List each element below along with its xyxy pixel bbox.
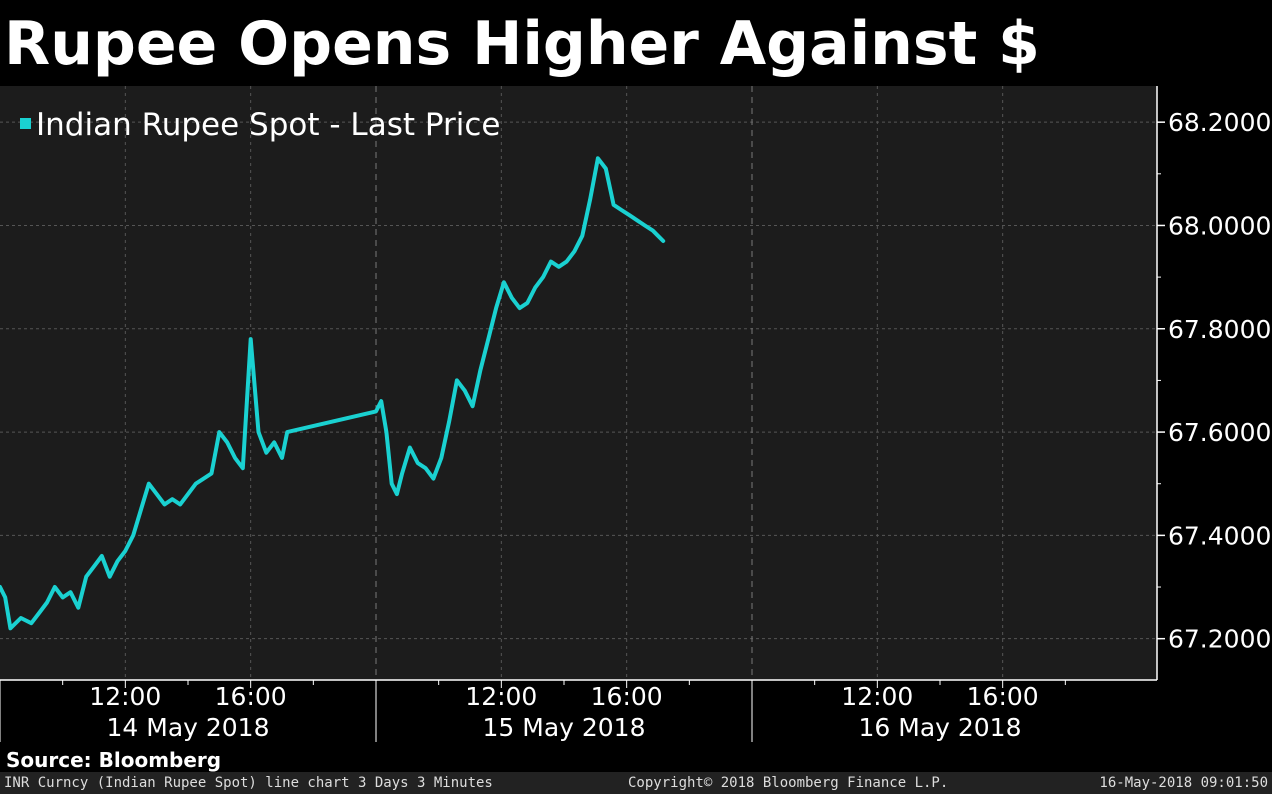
- y-tick-label: 68.2000: [1168, 108, 1271, 137]
- source-label: Source: Bloomberg: [6, 748, 222, 772]
- x-tick-label: 16:00: [215, 682, 287, 711]
- x-date-label: 16 May 2018: [858, 713, 1021, 742]
- axis-layer: 68.2000 68.0000 67.8000 67.6000 67.4000 67.20…: [0, 86, 1271, 742]
- grid-layer: [0, 86, 1157, 680]
- y-tick-label: 67.2000: [1168, 625, 1271, 654]
- x-date-label: 14 May 2018: [106, 713, 269, 742]
- series-layer: [0, 156, 666, 631]
- x-tick-label: 12:00: [89, 682, 161, 711]
- y-tick-label: 67.8000: [1168, 315, 1271, 344]
- x-tick-label: 16:00: [591, 682, 663, 711]
- plot-background: [0, 86, 1157, 680]
- footer-bar: INR Curncy (Indian Rupee Spot) line char…: [0, 772, 1272, 794]
- chart: 68.2000 68.0000 67.8000 67.6000 67.4000 67.20…: [0, 86, 1271, 742]
- x-tick-label: 16:00: [967, 682, 1039, 711]
- chart-title: Rupee Opens Higher Against $: [4, 9, 1040, 79]
- y-tick-label: 67.4000: [1168, 521, 1271, 550]
- y-tick-label: 67.6000: [1168, 418, 1271, 447]
- x-date-label: 15 May 2018: [482, 713, 645, 742]
- footer-timestamp: 16-May-2018 09:01:50: [1099, 775, 1268, 791]
- x-tick-label: 12:00: [841, 682, 913, 711]
- legend: Indian Rupee Spot - Last Price: [20, 107, 500, 143]
- footer-description: INR Curncy (Indian Rupee Spot) line char…: [4, 775, 493, 791]
- footer-copyright: Copyright© 2018 Bloomberg Finance L.P.: [628, 775, 949, 791]
- series-line: [0, 156, 666, 631]
- legend-label: Indian Rupee Spot - Last Price: [36, 107, 500, 143]
- legend-swatch: [20, 118, 31, 129]
- y-tick-label: 68.0000: [1168, 211, 1271, 240]
- x-tick-label: 12:00: [465, 682, 537, 711]
